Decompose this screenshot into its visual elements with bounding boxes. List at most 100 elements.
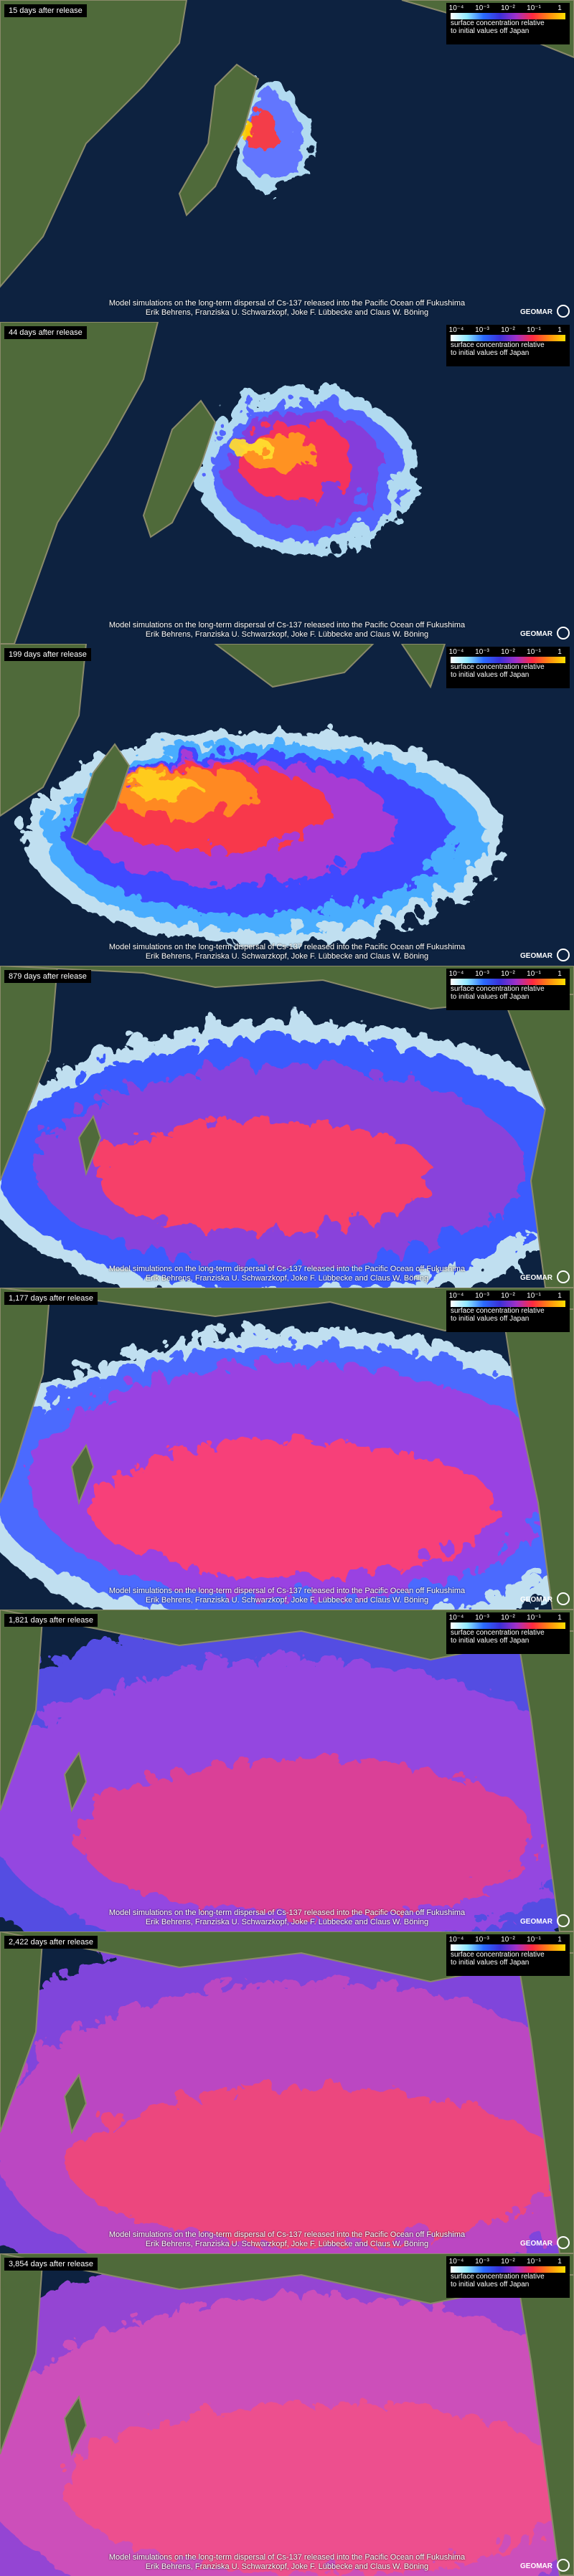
legend: 10⁻⁴ 10⁻³ 10⁻² 10⁻¹ 1 surface concentration r… bbox=[446, 969, 570, 1010]
plume-layer bbox=[222, 432, 265, 449]
day-label: 199 days after release bbox=[4, 648, 91, 661]
plume bbox=[0, 1610, 574, 1931]
legend-tick: 10⁻⁴ bbox=[448, 4, 464, 12]
land bbox=[0, 644, 88, 817]
land bbox=[515, 1952, 574, 2253]
land bbox=[0, 2253, 574, 2305]
legend-text: to initial values off Japan bbox=[451, 349, 530, 357]
caption-line: Erik Behrens, Franziska U. Schwarzkopf, … bbox=[145, 630, 429, 639]
plume-layer bbox=[57, 2397, 574, 2569]
legend-tick: 10⁻³ bbox=[475, 2258, 489, 2266]
legend-tick: 10⁻⁴ bbox=[448, 1936, 464, 1944]
map-panel: 1,821 days after release 10⁻⁴ 10⁻³ 10⁻² 10⁻¹… bbox=[0, 1610, 574, 1931]
legend-tick: 10⁻¹ bbox=[527, 2258, 541, 2266]
day-label: 2,422 days after release bbox=[4, 1936, 98, 1949]
caption-line: Erik Behrens, Franziska U. Schwarzkopf, … bbox=[145, 1596, 429, 1605]
land bbox=[501, 994, 574, 1288]
legend-text: to initial values off Japan bbox=[451, 1315, 530, 1323]
land bbox=[0, 2253, 44, 2455]
legend-tick: 1 bbox=[557, 1614, 562, 1622]
legend-tick: 10⁻¹ bbox=[527, 326, 541, 334]
day-label: 15 days after release bbox=[4, 4, 87, 17]
map-panel: 879 days after release 10⁻⁴ 10⁻³ 10⁻² 10⁻¹ 1 s… bbox=[0, 966, 574, 1288]
land bbox=[501, 1308, 574, 1610]
legend-text: surface concentration relative bbox=[451, 1629, 545, 1637]
colorbar bbox=[451, 979, 565, 985]
legend-tick: 1 bbox=[557, 326, 562, 334]
day-label: 1,177 days after release bbox=[4, 1292, 98, 1305]
logo-text: GEOMAR bbox=[520, 2240, 552, 2248]
legend-ticks: 10⁻⁴ 10⁻³ 10⁻² 10⁻¹ 1 bbox=[448, 1292, 565, 1301]
legend-tick: 10⁻² bbox=[501, 326, 515, 334]
legend-tick: 10⁻³ bbox=[475, 648, 489, 656]
land bbox=[0, 966, 574, 1010]
caption: Model simulations on the long-term dispe… bbox=[0, 1909, 574, 1927]
legend-ticks: 10⁻⁴ 10⁻³ 10⁻² 10⁻¹ 1 bbox=[448, 648, 565, 657]
legend-text: surface concentration relative bbox=[451, 2273, 545, 2281]
logo-icon bbox=[557, 1592, 570, 1605]
legend-tick: 1 bbox=[557, 1292, 562, 1300]
caption: Model simulations on the long-term dispe… bbox=[0, 2553, 574, 2572]
legend-tick: 1 bbox=[557, 1936, 562, 1944]
caption-line: Erik Behrens, Franziska U. Schwarzkopf, … bbox=[145, 1274, 429, 1283]
legend-text: surface concentration relative bbox=[451, 19, 545, 27]
colorbar bbox=[451, 13, 565, 19]
legend-tick: 10⁻¹ bbox=[527, 1936, 541, 1944]
caption-line: Model simulations on the long-term dispe… bbox=[108, 943, 466, 951]
day-label: 44 days after release bbox=[4, 326, 87, 339]
legend-text: surface concentration relative bbox=[451, 1951, 545, 1959]
logo-text: GEOMAR bbox=[520, 1918, 552, 1926]
caption-line: Erik Behrens, Franziska U. Schwarzkopf, … bbox=[145, 952, 429, 961]
caption-line: Model simulations on the long-term dispe… bbox=[108, 2553, 466, 2562]
map-panel: 1,177 days after release 10⁻⁴ 10⁻³ 10⁻² 10⁻¹… bbox=[0, 1288, 574, 1610]
plume-layer bbox=[83, 1435, 491, 1571]
plume bbox=[0, 1931, 574, 2253]
land bbox=[0, 966, 59, 1182]
map bbox=[0, 0, 574, 322]
map-panel: 15 days after release 10⁻⁴ 10⁻³ 10⁻² 10⁻¹ 1 su… bbox=[0, 0, 574, 322]
logo-text: GEOMAR bbox=[520, 1596, 552, 1604]
logo-text: GEOMAR bbox=[520, 308, 552, 316]
legend-ticks: 10⁻⁴ 10⁻³ 10⁻² 10⁻¹ 1 bbox=[448, 4, 565, 13]
logo-icon bbox=[557, 949, 570, 961]
legend: 10⁻⁴ 10⁻³ 10⁻² 10⁻¹ 1 surface concentration r… bbox=[446, 1934, 570, 1976]
legend-tick: 1 bbox=[557, 970, 562, 978]
plume bbox=[0, 1016, 574, 1288]
logo-text: GEOMAR bbox=[520, 630, 552, 638]
plume-layer bbox=[65, 2082, 552, 2240]
legend-ticks: 10⁻⁴ 10⁻³ 10⁻² 10⁻¹ 1 bbox=[449, 326, 565, 335]
colorbar bbox=[451, 1301, 565, 1307]
legend: 10⁻⁴ 10⁻³ 10⁻² 10⁻¹ 1 surface concentration r… bbox=[446, 2256, 570, 2298]
legend-tick: 10⁻⁴ bbox=[448, 1614, 464, 1622]
legend-tick: 10⁻³ bbox=[475, 326, 489, 334]
legend-tick: 10⁻¹ bbox=[527, 4, 541, 12]
legend-tick: 10⁻¹ bbox=[527, 970, 541, 978]
caption-line: Erik Behrens, Franziska U. Schwarzkopf, … bbox=[145, 2240, 429, 2248]
map-panel: 199 days after release 10⁻⁴ 10⁻³ 10⁻² 10⁻¹ 1 s… bbox=[0, 644, 574, 966]
legend-tick: 1 bbox=[557, 4, 562, 12]
legend-tick: 10⁻⁴ bbox=[448, 1292, 464, 1300]
legend-tick: 10⁻⁴ bbox=[448, 2258, 464, 2266]
land bbox=[63, 2073, 88, 2135]
legend-tick: 10⁻¹ bbox=[527, 1614, 541, 1622]
legend-tick: 1 bbox=[557, 648, 562, 656]
caption-line: Erik Behrens, Franziska U. Schwarzkopf, … bbox=[145, 1918, 429, 1926]
logo-icon bbox=[557, 2236, 570, 2249]
day-label: 3,854 days after release bbox=[4, 2258, 98, 2271]
map-panel: 44 days after release 10⁻⁴ 10⁻³ 10⁻² 10⁻¹ 1 su… bbox=[0, 322, 574, 644]
land bbox=[77, 1114, 102, 1177]
legend-tick: 10⁻⁴ bbox=[448, 648, 464, 656]
legend-text: surface concentration relative bbox=[451, 985, 545, 993]
land bbox=[0, 1610, 574, 1661]
map bbox=[0, 1931, 574, 2253]
legend-text: to initial values off Japan bbox=[451, 27, 530, 35]
logo-text: GEOMAR bbox=[520, 2562, 552, 2570]
legend-tick: 10⁻³ bbox=[475, 1936, 489, 1944]
land bbox=[70, 743, 131, 846]
logo-icon bbox=[557, 1914, 570, 1927]
legend: 10⁻⁴ 10⁻³ 10⁻² 10⁻¹ 1 surface concentration r… bbox=[446, 647, 570, 688]
legend-tick: 10⁻² bbox=[501, 4, 515, 12]
plume-layer bbox=[72, 1753, 531, 1911]
map-panel: 2,422 days after release 10⁻⁴ 10⁻³ 10⁻² 10⁻¹… bbox=[0, 1931, 574, 2253]
legend-tick: 10⁻³ bbox=[475, 1292, 489, 1300]
